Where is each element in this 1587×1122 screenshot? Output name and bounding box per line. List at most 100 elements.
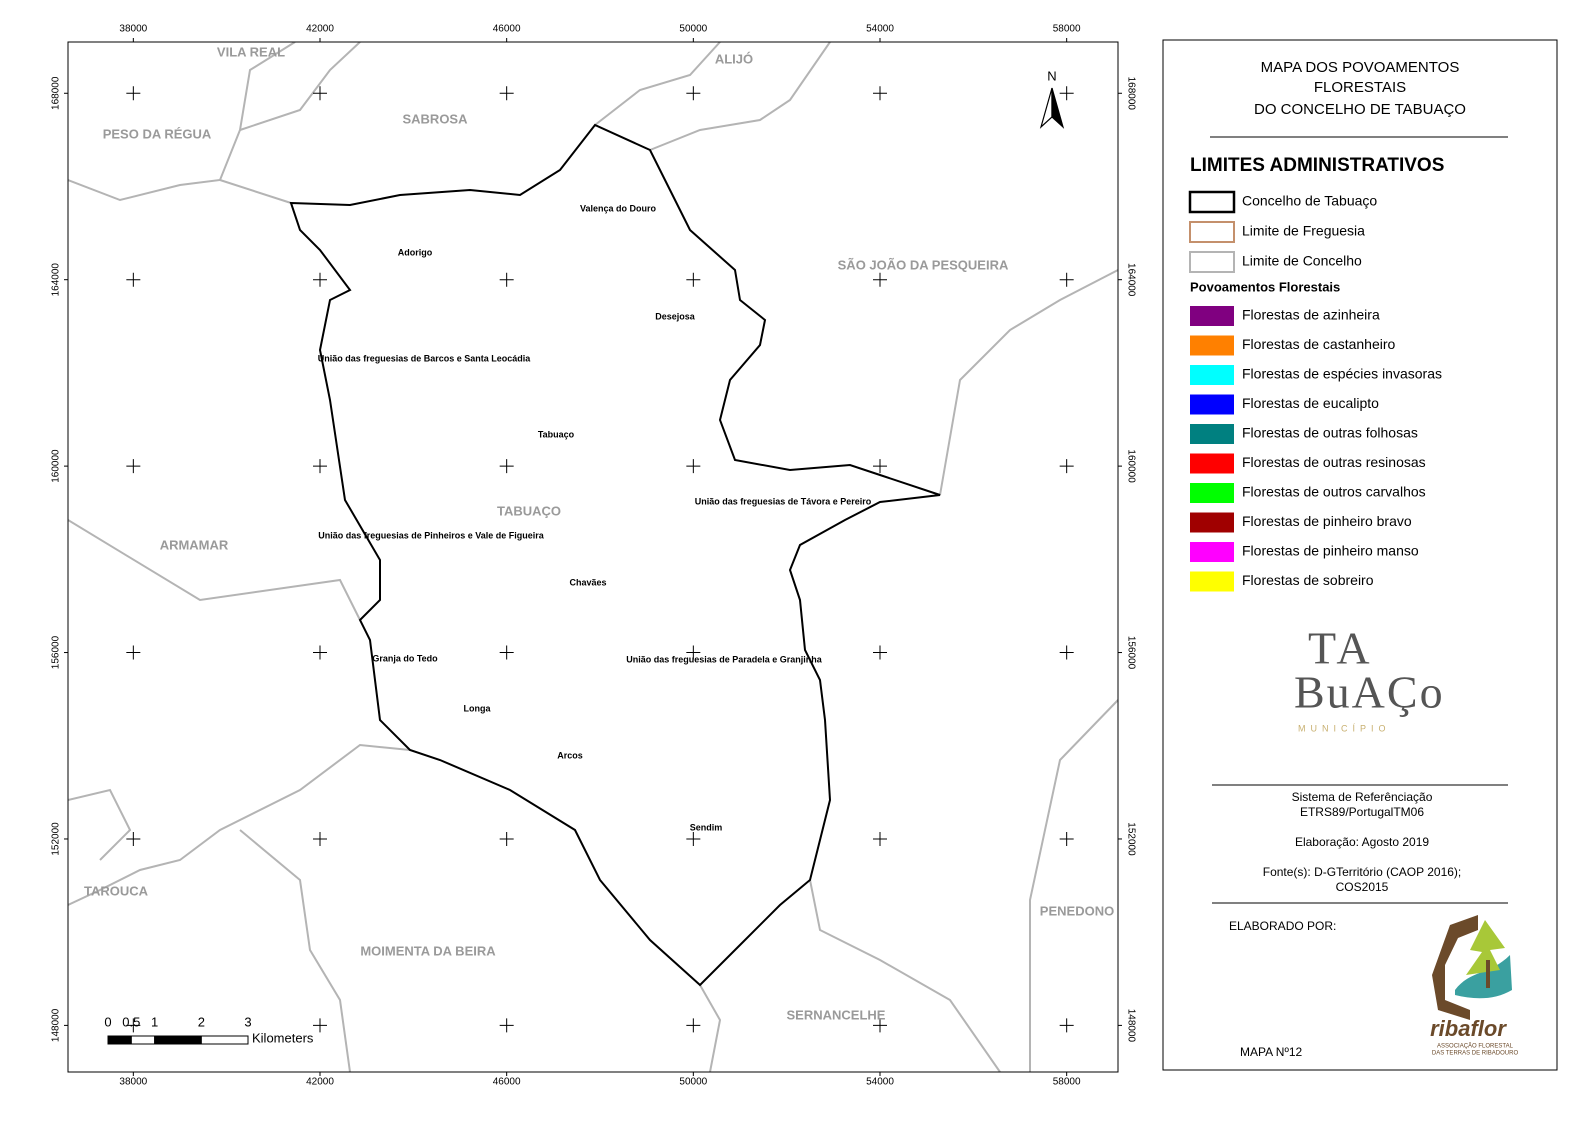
grid-cross [873, 1018, 887, 1033]
y-tick-label: 156000 [1125, 636, 1136, 670]
parish-name: Desejosa [655, 311, 696, 321]
parish-name: Adorigo [398, 247, 433, 257]
legend-label: Florestas de outras folhosas [1242, 425, 1418, 441]
date: Elaboração: Agosto 2019 [1295, 835, 1429, 849]
x-tick-label: 38000 [119, 24, 147, 35]
logo-subtitle: MUNICÍPIO [1298, 723, 1391, 733]
parish-name: Granja do Tedo [372, 653, 438, 663]
y-tick-label: 164000 [1125, 263, 1136, 297]
north-arrow: N [1039, 68, 1065, 129]
grid-cross [499, 1018, 514, 1033]
grid-cross [1059, 272, 1074, 287]
concelho-name: ALIJÓ [715, 51, 753, 66]
legend-label: Florestas de castanheiro [1242, 336, 1396, 352]
parish-name: Tabuaço [538, 429, 575, 439]
legend-swatch [1190, 394, 1234, 415]
y-tick-label: 164000 [51, 263, 62, 297]
map-number: MAPA Nº12 [1240, 1045, 1303, 1059]
y-tick-label: 148000 [1125, 1009, 1136, 1043]
title-line: DO CONCELHO DE TABUAÇO [1254, 101, 1466, 118]
legend-label: Concelho de Tabuaço [1242, 193, 1377, 209]
x-tick-label: 46000 [493, 1077, 521, 1088]
scale-label: 0 [104, 1014, 111, 1029]
y-tick-label: 156000 [51, 635, 62, 669]
legend-swatch [1190, 512, 1234, 533]
scale-label: 1 [151, 1014, 158, 1029]
legend-swatch [1189, 251, 1235, 273]
grid-cross [499, 459, 514, 474]
concelho-name: SABROSA [402, 111, 468, 126]
grid-cross [1059, 459, 1074, 474]
grid-cross [126, 1018, 141, 1033]
scale-segment [200, 1035, 249, 1045]
grid-cross [686, 1018, 701, 1033]
grid-cross [126, 272, 141, 287]
grid-cross [126, 459, 141, 474]
grid-cross [313, 86, 327, 101]
grid-cross [126, 645, 141, 660]
legend-label: Limite de Freguesia [1242, 223, 1365, 239]
legend-swatch [1190, 365, 1234, 385]
concelho-name: PESO DA RÉGUA [103, 126, 212, 141]
reference: Sistema de Referênciação [1292, 790, 1433, 804]
y-tick-label: 152000 [51, 822, 62, 856]
title-line: FLORESTAIS [1314, 79, 1406, 96]
grid-cross [873, 459, 887, 474]
concelho-name: VILA REAL [217, 44, 285, 59]
x-tick-label: 42000 [306, 24, 334, 35]
map-area: VILA REAL ALIJÓ SABROSA PESO DA RÉGUA SÃO JO… [68, 42, 1118, 1072]
logo-text: BuAÇo [1294, 667, 1445, 718]
sources: Fonte(s): D-GTerritório (CAOP 2016); [1263, 865, 1462, 879]
ribaflor-logo: ribaflor ASSOCIAÇÃO FLORESTAL DAS TERRAS… [1430, 915, 1518, 1057]
legend-label: Florestas de outras resinosas [1242, 454, 1426, 470]
x-tick-label: 58000 [1053, 24, 1081, 35]
legend-heading: Povoamentos Florestais [1190, 279, 1340, 294]
grid-cross [499, 86, 514, 101]
legend: Concelho de Tabuaço Limite de Freguesia Li… [1188, 190, 1442, 592]
y-tick-label: 160000 [51, 449, 62, 483]
legend-label: Florestas de pinheiro bravo [1242, 513, 1412, 529]
concelho-limits [68, 42, 1118, 1072]
grid-cross [499, 831, 514, 846]
legend-label: Florestas de pinheiro manso [1242, 543, 1419, 559]
org-line: DAS TERRAS DE RIBADOURO [1432, 1051, 1519, 1057]
made-by: ELABORADO POR: [1229, 919, 1336, 933]
concelho-name: ARMAMAR [160, 537, 229, 552]
title-line: MAPA DOS POVOAMENTOS [1261, 59, 1460, 76]
org-line: ASSOCIAÇÃO FLORESTAL [1437, 1043, 1514, 1050]
legend-swatch [1189, 221, 1235, 243]
x-tick-label: 54000 [866, 1077, 894, 1088]
grid-cross [873, 645, 887, 660]
x-tick-label: 42000 [306, 1077, 334, 1088]
grid-cross [686, 645, 701, 660]
x-tick-label: 50000 [679, 1077, 707, 1088]
municipality-logo: TA BuAÇo MUNICÍPIO [1294, 623, 1445, 734]
scale-segment [154, 1035, 202, 1045]
grid-cross [499, 645, 514, 660]
concelho-name: TAROUCA [84, 883, 149, 898]
y-tick-label: 168000 [51, 76, 62, 110]
grid-cross [126, 86, 141, 101]
grid-cross [686, 459, 701, 474]
scale-label: 2 [198, 1014, 205, 1029]
grid-cross [126, 831, 141, 846]
grid-cross [313, 272, 327, 287]
y-tick-label: 168000 [1125, 77, 1136, 111]
logo-text: TA [1308, 623, 1374, 674]
legend-swatch [1190, 483, 1234, 503]
scale-unit: Kilometers [252, 1030, 314, 1045]
legend-swatch [1190, 453, 1234, 474]
x-tick-label: 58000 [1053, 1077, 1081, 1088]
x-tick-label: 50000 [679, 24, 707, 35]
concelho [289, 123, 941, 987]
legend-swatch [1190, 424, 1234, 444]
concelho-fill [291, 125, 940, 985]
scale-segment [130, 1035, 156, 1045]
legend-swatch [1190, 335, 1234, 356]
north-label: N [1047, 68, 1056, 83]
legend-label: Florestas de azinheira [1242, 307, 1380, 323]
y-tick-label: 148000 [51, 1008, 62, 1042]
concelho-name: PENEDONO [1040, 903, 1114, 918]
